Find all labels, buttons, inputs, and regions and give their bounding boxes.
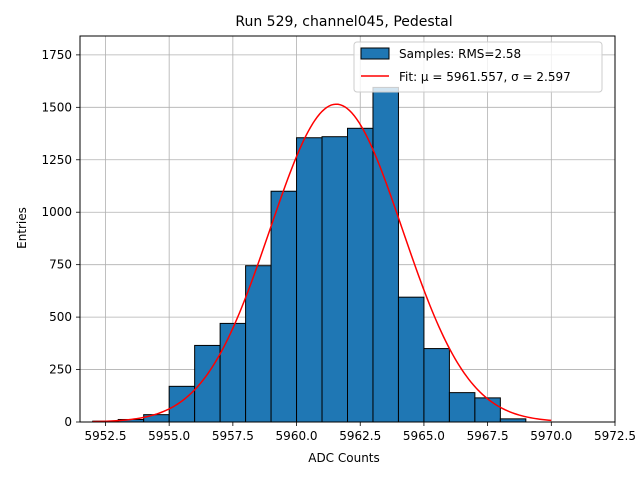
y-tick-label: 250 bbox=[49, 363, 72, 377]
histogram-bar bbox=[143, 414, 170, 423]
y-tick-label: 1250 bbox=[41, 153, 72, 167]
y-tick-label: 0 bbox=[64, 415, 72, 429]
histogram-bar bbox=[397, 296, 425, 423]
histogram-bar bbox=[270, 190, 298, 423]
x-tick-label: 5957.5 bbox=[212, 429, 254, 443]
x-tick-label: 5960.0 bbox=[276, 429, 318, 443]
histogram-bar bbox=[245, 265, 272, 423]
x-tick-label: 5962.5 bbox=[339, 429, 381, 443]
x-tick-label: 5955.0 bbox=[148, 429, 190, 443]
legend-samples-swatch bbox=[360, 47, 390, 60]
histogram-bar bbox=[219, 322, 247, 423]
histogram-bar bbox=[474, 397, 501, 423]
x-axis-ticks: 5952.5 5955.0 5957.5 5960.0 5962.5 5965.0 5967… bbox=[84, 422, 636, 443]
histogram-bar bbox=[194, 344, 221, 423]
legend-box bbox=[353, 41, 603, 93]
fit-layer bbox=[92, 103, 552, 423]
x-tick-label: 5970.0 bbox=[530, 429, 572, 443]
histogram-bar bbox=[168, 385, 196, 423]
y-tick-label: 1500 bbox=[41, 100, 72, 114]
x-axis-label: ADC Counts bbox=[308, 451, 380, 465]
y-axis-ticks: 0 250 500 750 1000 1250 1500 1750 bbox=[41, 48, 80, 429]
x-tick-label: 5972.5 bbox=[594, 429, 636, 443]
histogram-bar bbox=[372, 86, 399, 423]
y-axis-label: Entries bbox=[15, 207, 29, 249]
x-tick-label: 5967.5 bbox=[467, 429, 509, 443]
axes-frame bbox=[79, 35, 616, 423]
legend-fit-label: Fit: μ = 5961.557, σ = 2.597 bbox=[399, 70, 571, 84]
legend: Samples: RMS=2.58 Fit: μ = 5961.557, σ =… bbox=[353, 41, 603, 93]
y-tick-label: 1000 bbox=[41, 205, 72, 219]
x-tick-label: 5965.0 bbox=[403, 429, 445, 443]
y-tick-label: 1750 bbox=[41, 48, 72, 62]
histogram-bar bbox=[321, 136, 348, 423]
histogram-bar bbox=[423, 348, 450, 423]
y-tick-label: 500 bbox=[49, 310, 72, 324]
histogram-bar bbox=[296, 137, 323, 423]
chart-title: Run 529, channel045, Pedestal bbox=[235, 14, 452, 30]
bars-layer bbox=[92, 86, 527, 423]
legend-samples-label: Samples: RMS=2.58 bbox=[399, 47, 521, 61]
fit-curve bbox=[92, 103, 552, 423]
y-tick-label: 750 bbox=[49, 258, 72, 272]
x-tick-label: 5952.5 bbox=[84, 429, 126, 443]
histogram-bar bbox=[448, 392, 476, 423]
histogram-bar bbox=[347, 127, 374, 423]
